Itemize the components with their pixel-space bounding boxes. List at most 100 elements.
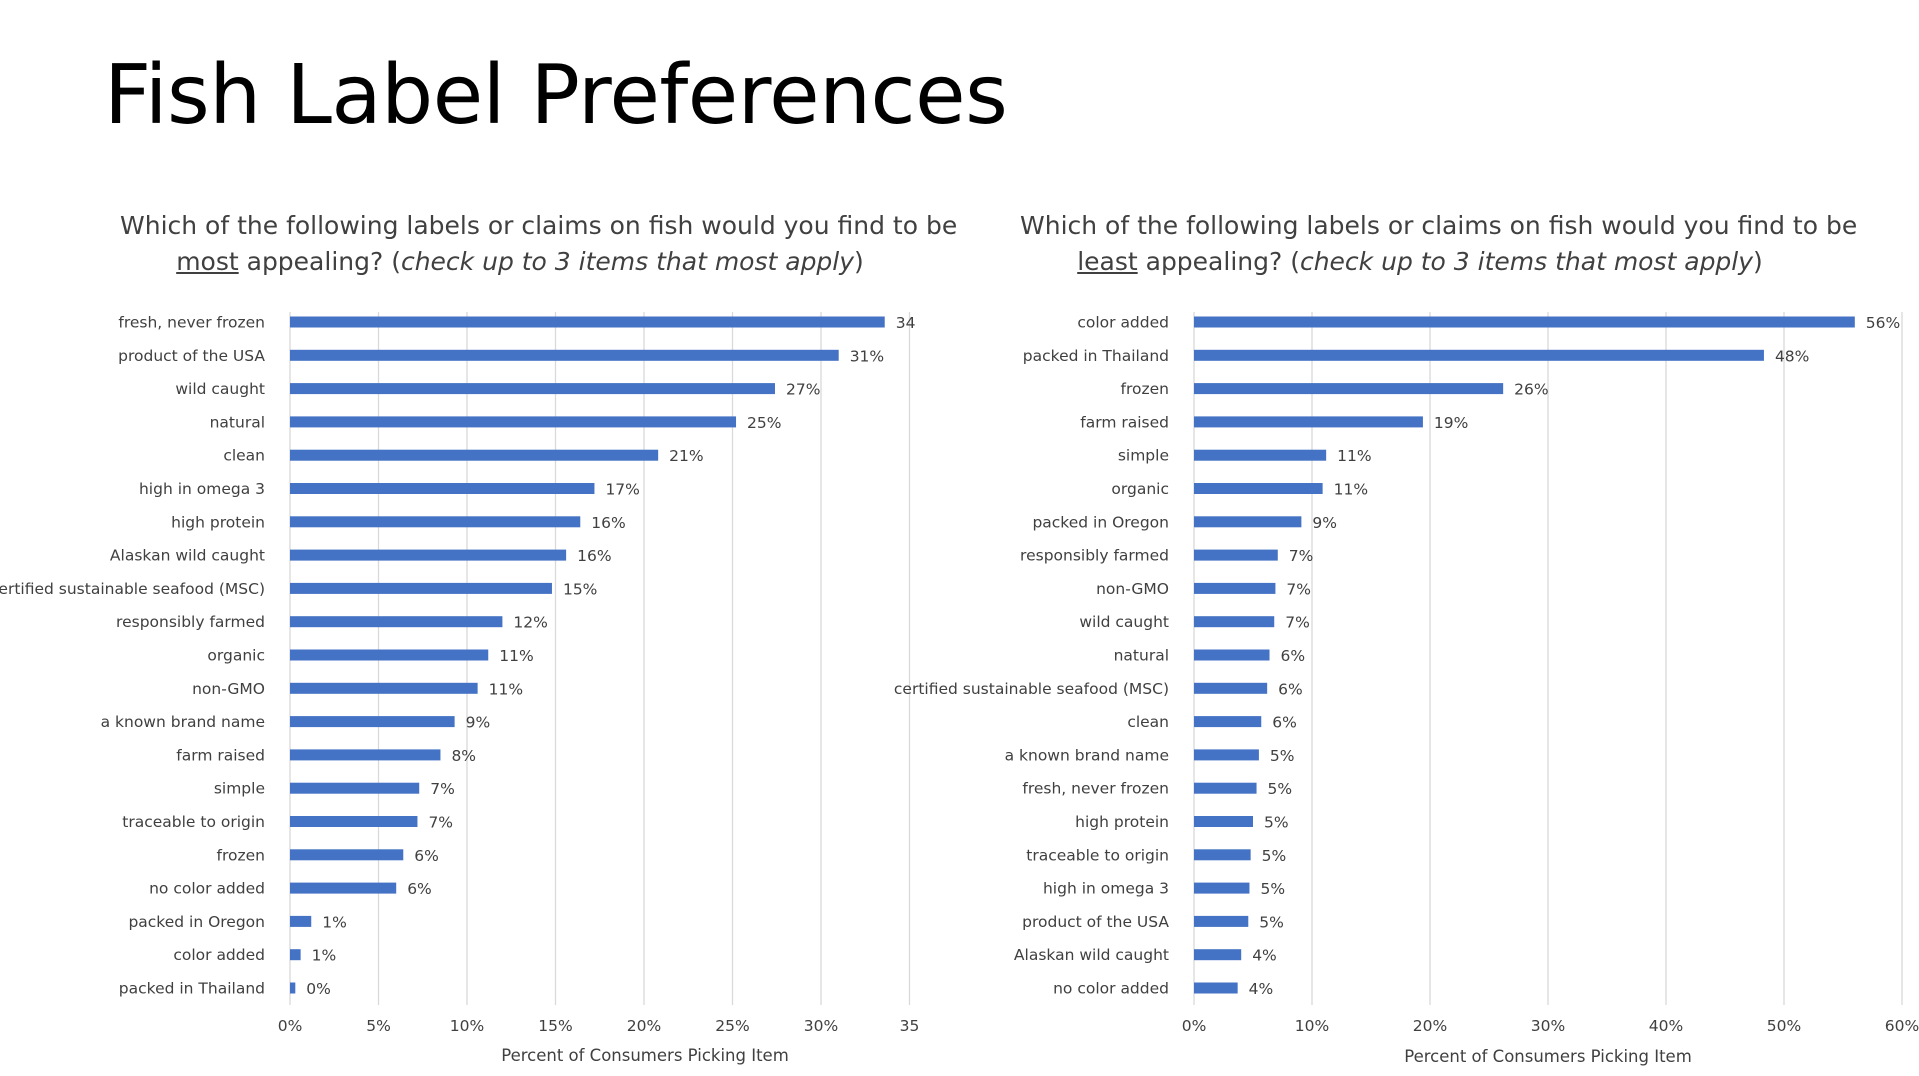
question-text: appealing? ( (1137, 247, 1300, 276)
category-label: packed in Oregon (1032, 513, 1169, 531)
data-label: 1% (322, 913, 347, 931)
category-label: no color added (149, 880, 265, 898)
x-tick-label: 20% (1413, 1017, 1447, 1035)
bar (1194, 349, 1764, 361)
data-label: 15% (563, 580, 597, 598)
data-label: 7% (430, 780, 455, 798)
bar (290, 915, 312, 927)
category-label: high in omega 3 (139, 480, 265, 498)
category-label: high in omega 3 (1043, 880, 1169, 898)
data-label: 9% (466, 714, 491, 732)
data-label: 6% (1278, 680, 1303, 698)
bar (1194, 816, 1253, 827)
data-label: 27% (786, 381, 820, 399)
data-label: 17% (605, 481, 639, 499)
data-label: 11% (499, 647, 533, 665)
x-axis-title: Percent of Consumers Picking Item (1404, 1047, 1692, 1066)
data-label: 7% (1285, 614, 1310, 632)
category-label: organic (1111, 480, 1169, 498)
category-label: a known brand name (101, 713, 265, 731)
category-label: non-GMO (192, 680, 265, 698)
question-line-2: least appealing? (check up to 3 items th… (1020, 244, 1820, 280)
page-title: Fish Label Preferences (104, 48, 1008, 143)
category-label: simple (1118, 447, 1169, 465)
x-tick-label: 50% (1767, 1017, 1801, 1035)
category-label: organic (207, 647, 265, 665)
data-label: 5% (1264, 814, 1289, 832)
category-label: wild caught (1079, 613, 1169, 631)
category-label: certified sustainable seafood (MSC) (0, 580, 265, 598)
data-label: 12% (513, 614, 547, 632)
data-label: 4% (1252, 947, 1277, 965)
category-label: no color added (1053, 980, 1169, 998)
category-label: natural (1114, 647, 1169, 665)
x-tick-label: 0% (278, 1017, 303, 1035)
question-instruction: check up to 3 items that most apply (400, 247, 855, 276)
bar (290, 749, 441, 761)
data-label: 5% (1268, 780, 1293, 798)
bar (1194, 682, 1268, 694)
bar (1194, 316, 1855, 328)
question-most-appealing: Which of the following labels or claims … (120, 208, 957, 280)
question-least-appealing: Which of the following labels or claims … (1020, 208, 1857, 280)
bar (290, 449, 659, 461)
bar (290, 782, 420, 794)
x-tick-label: 10% (450, 1017, 484, 1035)
x-tick-label: 25% (715, 1017, 749, 1035)
category-label: packed in Thailand (1023, 347, 1169, 365)
bar (1194, 483, 1323, 494)
question-line-2: most appealing? (check up to 3 items tha… (120, 244, 920, 280)
category-label: Alaskan wild caught (110, 547, 265, 565)
category-label: non-GMO (1096, 580, 1169, 598)
bar (1194, 416, 1423, 428)
bar (290, 383, 775, 395)
bar (1194, 582, 1276, 594)
question-instruction: check up to 3 items that most apply (1299, 247, 1754, 276)
x-tick-label: 0% (1182, 1017, 1207, 1035)
category-label: frozen (217, 846, 265, 864)
bar (1194, 782, 1257, 794)
bar (290, 982, 296, 994)
data-label: 9% (1312, 514, 1337, 532)
x-tick-label: 15% (538, 1017, 572, 1035)
data-label: 34 (896, 314, 916, 332)
bar (1194, 449, 1327, 461)
bar (1194, 616, 1275, 628)
x-tick-label: 60% (1885, 1017, 1919, 1035)
data-label: 6% (414, 847, 439, 865)
category-label: product of the USA (118, 347, 265, 365)
bar (290, 682, 478, 694)
bar (290, 349, 839, 361)
x-tick-label: 35 (900, 1017, 920, 1035)
bar (290, 716, 455, 728)
x-tick-label: 10% (1295, 1017, 1329, 1035)
data-label: 11% (489, 680, 523, 698)
bar (290, 816, 418, 827)
bar (290, 949, 301, 961)
bar (1194, 516, 1302, 528)
bar (290, 416, 737, 428)
data-label: 8% (451, 747, 476, 765)
data-label: 1% (312, 947, 337, 965)
bar (1194, 549, 1278, 561)
category-label: packed in Oregon (128, 913, 265, 931)
bar (1194, 949, 1242, 961)
category-label: simple (214, 780, 265, 798)
question-close: ) (854, 247, 864, 276)
category-label: responsibly farmed (116, 613, 265, 631)
category-label: fresh, never frozen (1022, 780, 1169, 798)
question-text: appealing? ( (238, 247, 401, 276)
bar (290, 549, 567, 561)
bar (1194, 882, 1250, 894)
category-label: packed in Thailand (119, 980, 265, 998)
bar (1194, 982, 1238, 994)
x-tick-label: 20% (627, 1017, 661, 1035)
data-label: 7% (1289, 547, 1314, 565)
category-label: traceable to origin (122, 813, 265, 831)
bar (290, 582, 552, 594)
category-label: farm raised (1080, 413, 1169, 431)
data-label: 5% (1262, 847, 1287, 865)
data-label: 0% (306, 980, 331, 998)
